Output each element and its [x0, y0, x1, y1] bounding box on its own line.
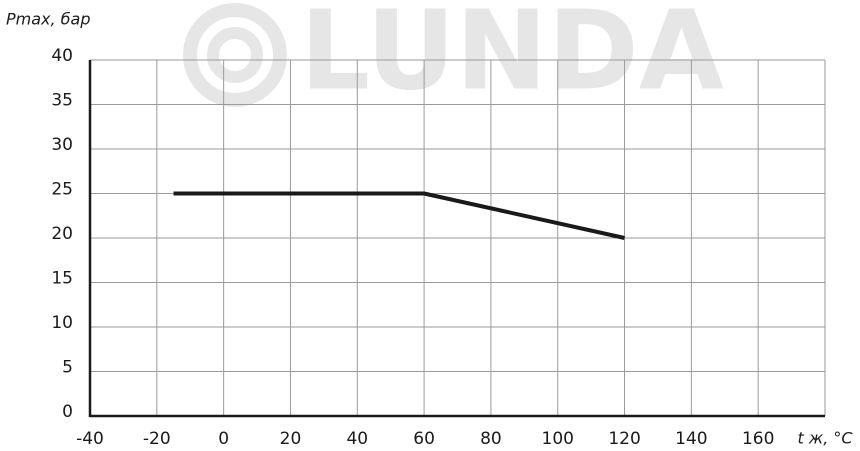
x-tick-label: 0 — [218, 429, 229, 449]
x-tick-label: 120 — [608, 429, 640, 449]
data-line — [173, 191, 625, 240]
y-tick-label: 15 — [51, 269, 73, 289]
x-tick-label: 160 — [742, 429, 774, 449]
x-tick-label: 20 — [280, 429, 302, 449]
x-tick-label: -40 — [76, 429, 104, 449]
y-tick-label: 40 — [51, 46, 73, 66]
x-tick-label: 60 — [413, 429, 435, 449]
y-tick-label: 20 — [51, 224, 73, 244]
x-axis-title: t ж, °С — [797, 429, 853, 448]
y-tick-label: 0 — [62, 402, 73, 422]
watermark-ring-inner — [207, 27, 263, 83]
x-tick-label: 40 — [346, 429, 368, 449]
x-tick-label: 140 — [675, 429, 707, 449]
watermark-text: LUNDA — [300, 0, 724, 114]
x-tick-label: 100 — [542, 429, 574, 449]
watermark-ring — [183, 3, 287, 107]
x-tick-label: 80 — [480, 429, 502, 449]
y-tick-label: 5 — [62, 358, 73, 378]
x-tick-label: -20 — [143, 429, 171, 449]
watermark: LUNDA — [183, 0, 724, 114]
y-tick-label: 25 — [51, 180, 73, 200]
y-tick-label: 10 — [51, 313, 73, 333]
y-tick-label: 30 — [51, 135, 73, 155]
y-tick-label: 35 — [51, 91, 73, 111]
y-axis-title: Pmax, бар — [6, 10, 91, 29]
